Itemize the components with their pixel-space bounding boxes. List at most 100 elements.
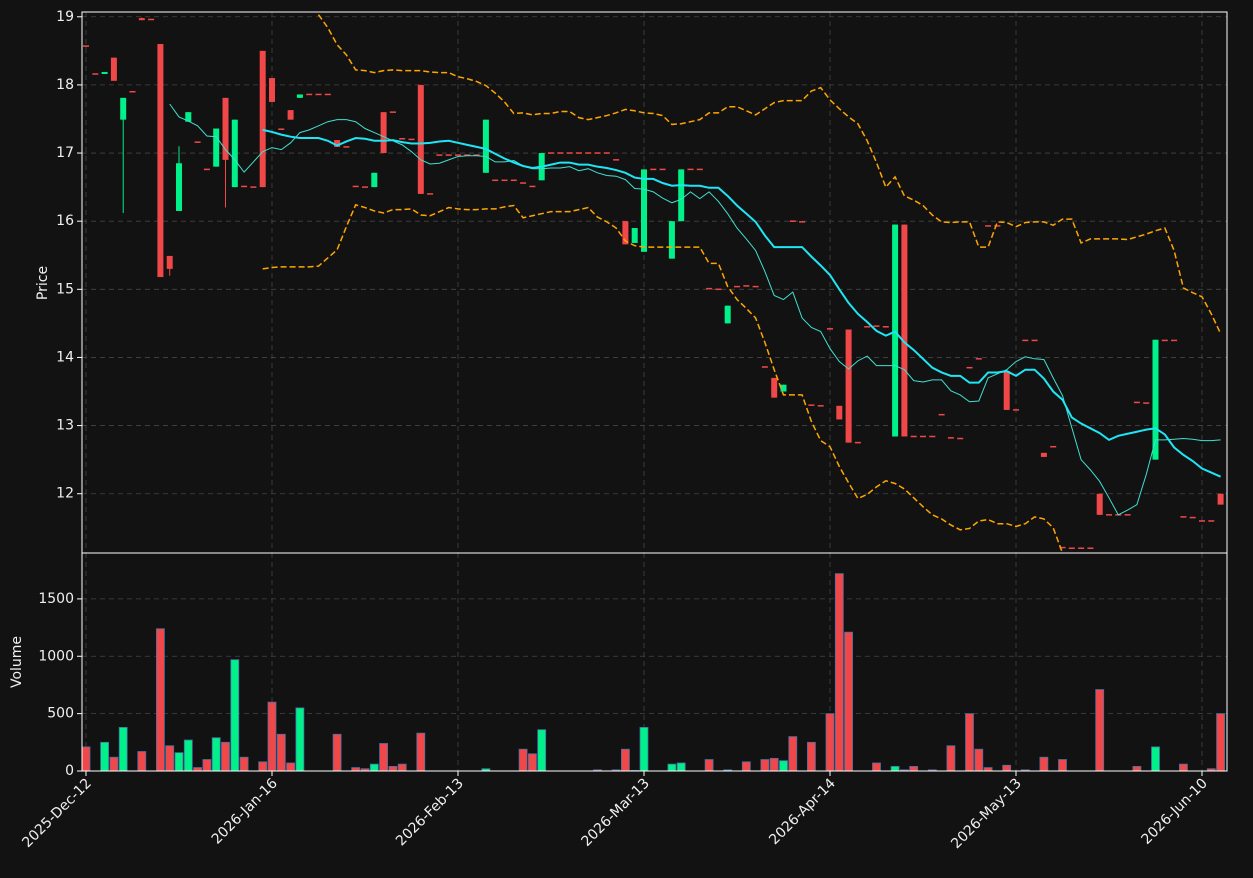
volume-bar [193, 767, 203, 771]
volume-bar [946, 745, 956, 771]
candle-body [724, 305, 731, 324]
volume-bar [900, 769, 909, 771]
candle-body [966, 366, 973, 369]
volume-bar [1132, 766, 1142, 771]
volume-bar [639, 727, 649, 771]
candle-body [557, 152, 564, 154]
volume-bar [1179, 763, 1188, 771]
volume-bar [909, 766, 919, 771]
volume-bar [1002, 764, 1012, 771]
candle-body [427, 193, 434, 195]
candle-body [408, 138, 415, 141]
candle-body [1003, 371, 1010, 410]
y-tick-label: 17 [56, 145, 74, 161]
candle-body [315, 93, 322, 96]
indicator-line [262, 128, 1222, 478]
candle-body [120, 97, 127, 120]
candle-body [492, 179, 499, 182]
volume-bar [723, 769, 733, 771]
candle-body [1161, 339, 1168, 342]
y-tick-label: 0 [65, 763, 74, 779]
volume-bar [258, 761, 268, 771]
volume-bar [974, 748, 984, 771]
candle-body [445, 154, 452, 156]
volume-bar [760, 759, 770, 771]
volume-bar [890, 766, 900, 771]
candle-body [957, 437, 964, 440]
candle-body [1013, 409, 1019, 411]
candle-body [1133, 401, 1140, 404]
candle-body [138, 18, 145, 21]
volume-bar [230, 659, 240, 771]
candle-body [1180, 516, 1187, 518]
candle-body [929, 435, 936, 438]
volume-bar [118, 727, 128, 771]
y-tick-label: 13 [56, 418, 74, 434]
y-axis-label: Price [35, 266, 51, 300]
candle-body [641, 169, 647, 252]
volume-bar [1216, 713, 1225, 771]
candle-body [910, 435, 917, 438]
y-tick-label: 500 [47, 706, 74, 722]
candle-body [901, 224, 908, 437]
indicator-line [262, 203, 1064, 553]
candle-body [752, 285, 759, 288]
candle-body [594, 152, 601, 154]
volume-bar [518, 748, 528, 771]
candle-body [864, 326, 871, 328]
candle-body [650, 168, 657, 171]
candle-body [873, 325, 880, 327]
candle-body [789, 220, 796, 222]
candle-body [1087, 547, 1094, 549]
candle-body [975, 358, 982, 360]
volume-bar [155, 628, 165, 771]
volume-bar [769, 757, 779, 771]
volume-frame [81, 552, 1228, 772]
candle-body [994, 225, 1001, 227]
volume-bar [379, 743, 389, 771]
candle-body [920, 435, 926, 438]
y-axis-label: Volume [9, 636, 25, 688]
volume-bar [211, 737, 221, 771]
candle-body [845, 329, 852, 443]
volume-bar [183, 739, 193, 771]
candle-body [473, 154, 480, 156]
volume-bar [100, 741, 109, 771]
volume-plot [82, 573, 1225, 771]
volume-bar [276, 733, 286, 771]
candle-body [808, 404, 815, 406]
candle-body [83, 45, 89, 47]
volume-bar [593, 769, 602, 771]
candle-body [129, 90, 136, 93]
volume-bar [844, 631, 853, 771]
volume-bar [397, 763, 407, 771]
volume-bar [528, 753, 537, 771]
candle-body [780, 384, 787, 392]
candle-body [1124, 514, 1131, 516]
candle-body [1189, 516, 1196, 519]
volume-bar [1039, 756, 1049, 771]
candle-body [854, 441, 861, 444]
candle-body [231, 119, 238, 188]
volume-bar [779, 760, 788, 771]
candle-body [362, 186, 368, 188]
y-tick-label: 1000 [38, 648, 74, 664]
candle-body [1050, 445, 1057, 448]
candle-body [687, 168, 694, 171]
candle-body [985, 225, 992, 227]
candle-body [734, 285, 740, 288]
candle-body [566, 152, 573, 154]
candle-body [836, 405, 843, 420]
candle-body [529, 185, 536, 188]
volume-bar [704, 759, 714, 771]
candle-body [622, 221, 629, 245]
volume-bar [621, 748, 630, 771]
candle-body [1096, 493, 1103, 515]
candle-body [241, 185, 248, 188]
candle-body [259, 50, 266, 188]
candle-body [1078, 547, 1085, 549]
volume-bar [1095, 689, 1105, 771]
y-tick-label: 16 [56, 213, 74, 229]
